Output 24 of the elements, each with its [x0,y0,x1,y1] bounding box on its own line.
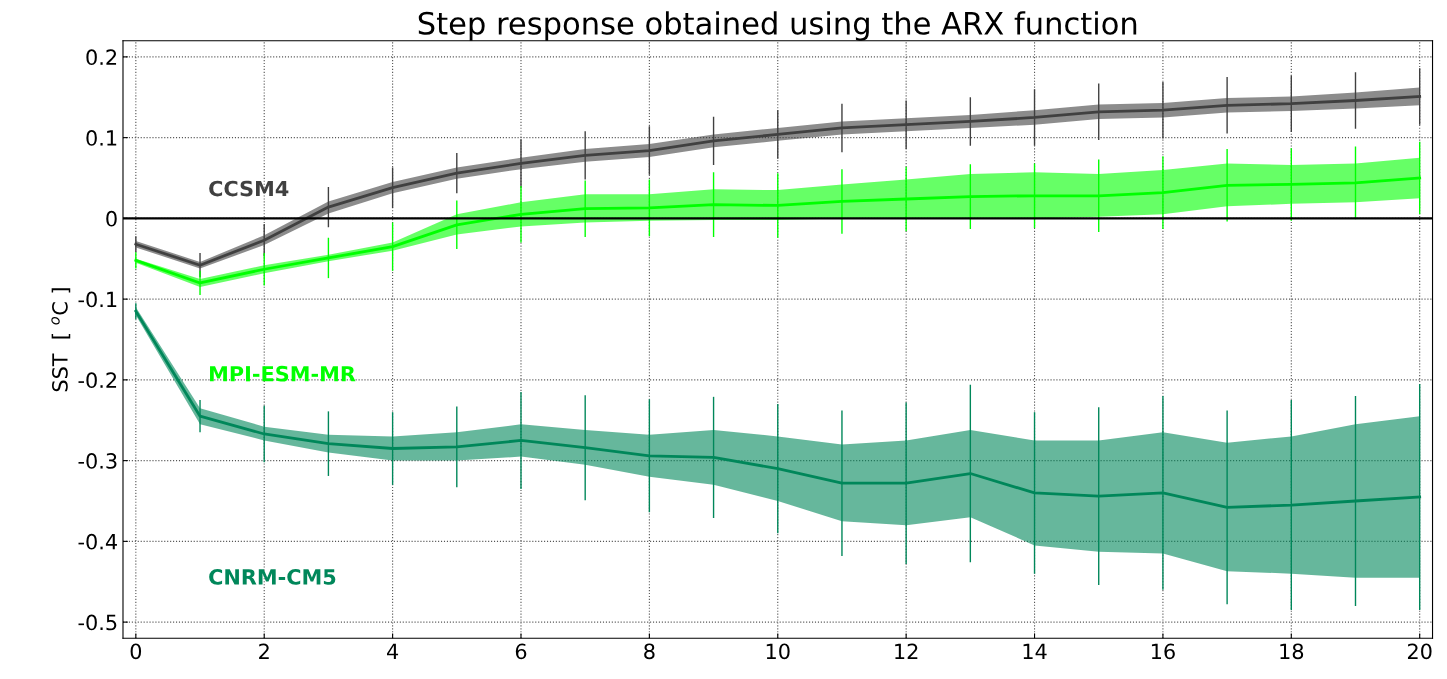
y-tick-label: -0.3 [78,453,117,469]
x-tick-label: 18 [1280,643,1304,660]
y-tick-label: 0.1 [86,130,117,146]
x-tick-label: 10 [766,643,790,660]
x-tick-label: 6 [515,643,527,660]
x-tick-label: 8 [644,643,655,660]
y-tick-label: 0 [106,210,117,227]
x-tick-label: 14 [1023,643,1047,659]
y-tick-label: -0.2 [78,372,117,389]
x-tick-label: 12 [895,643,918,659]
x-tick-label: 0 [130,643,142,660]
x-tick-label: 2 [259,643,269,659]
y-tick-label: -0.4 [78,533,117,550]
x-tick-label: 4 [387,643,399,659]
y-tick-label: -0.5 [78,614,117,631]
y-axis-title: SST [ $^{o}$C ] [51,288,71,392]
y-tick-label: -0.1 [78,291,117,308]
y-tick-label: 0.2 [86,49,117,66]
series-label: CCSM4 [209,180,289,197]
chart-title: Step response obtained using the ARX function [418,11,1137,41]
text: CNRM-CM5 [209,569,336,585]
text: MPI-ESM-MR [210,365,356,382]
x-tick-label: 20 [1407,643,1432,660]
x-tick-label: 16 [1151,643,1175,660]
